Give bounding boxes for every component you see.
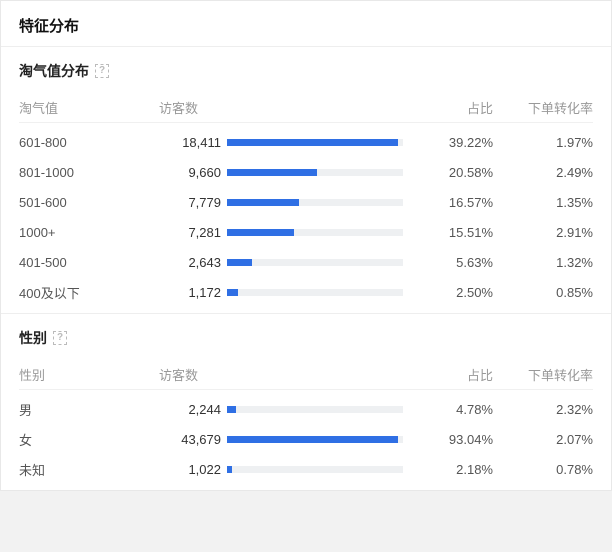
bar-fill	[227, 199, 299, 206]
bar-fill	[227, 466, 232, 473]
row-visitors: 1,172	[159, 285, 227, 300]
bar-track	[227, 289, 403, 296]
row-bar	[227, 229, 403, 236]
table-header: 淘气值访客数 占比下单转化率	[19, 93, 593, 123]
row-ratio: 39.22%	[403, 135, 493, 150]
row-ratio: 4.78%	[403, 402, 493, 417]
row-ratio: 15.51%	[403, 225, 493, 240]
row-conversion: 2.32%	[493, 402, 593, 417]
row-ratio: 5.63%	[403, 255, 493, 270]
row-bar	[227, 169, 403, 176]
bar-track	[227, 406, 403, 413]
row-bar	[227, 436, 403, 443]
row-label: 未知	[19, 460, 159, 479]
section-title-text: 淘气值分布	[19, 61, 89, 81]
table-row: 1000+7,281 15.51%2.91%	[19, 217, 593, 247]
row-bar	[227, 139, 403, 146]
row-visitors: 18,411	[159, 135, 227, 150]
section: 性别?性别访客数占比下单转化率男2,2444.78%2.32%女43,67993…	[1, 313, 611, 490]
bar-track	[227, 436, 403, 443]
row-ratio: 2.50%	[403, 285, 493, 300]
row-label: 501-600	[19, 195, 159, 210]
table-row: 401-5002,643 5.63%1.32%	[19, 247, 593, 277]
row-ratio: 20.58%	[403, 165, 493, 180]
row-visitors: 1,022	[159, 462, 227, 477]
col-header-ratio: 占比	[403, 365, 493, 384]
row-visitors: 2,643	[159, 255, 227, 270]
row-visitors: 7,779	[159, 195, 227, 210]
table-row: 501-6007,779 16.57%1.35%	[19, 187, 593, 217]
table-row: 400及以下1,172 2.50%0.85%	[19, 277, 593, 307]
feature-distribution-panel: 特征分布 淘气值分布?淘气值访客数占比下单转化率601-80018,41139.…	[0, 0, 612, 491]
table-row: 801-10009,660 20.58%2.49%	[19, 157, 593, 187]
row-conversion: 0.85%	[493, 285, 593, 300]
bar-track	[227, 229, 403, 236]
col-header-label: 性别	[19, 365, 159, 384]
table-row: 601-80018,411 39.22%1.97%	[19, 127, 593, 157]
col-header-visitors: 访客数	[159, 365, 227, 384]
row-label: 401-500	[19, 255, 159, 270]
col-header-conversion: 下单转化率	[493, 365, 593, 384]
col-header-label: 淘气值	[19, 98, 159, 117]
row-conversion: 2.07%	[493, 432, 593, 447]
row-bar	[227, 199, 403, 206]
bar-fill	[227, 169, 317, 176]
bar-track	[227, 199, 403, 206]
bar-track	[227, 139, 403, 146]
row-label: 400及以下	[19, 283, 159, 302]
table-header: 性别访客数 占比下单转化率	[19, 360, 593, 390]
bar-track	[227, 466, 403, 473]
col-header-visitors: 访客数	[159, 98, 227, 117]
row-conversion: 1.97%	[493, 135, 593, 150]
table-row: 男2,244 4.78%2.32%	[19, 394, 593, 424]
bar-fill	[227, 259, 252, 266]
table-row: 女43,679 93.04%2.07%	[19, 424, 593, 454]
bar-fill	[227, 139, 398, 146]
section-title: 淘气值分布?	[19, 61, 593, 81]
row-label: 男	[19, 400, 159, 419]
page-title: 特征分布	[1, 1, 611, 46]
bar-track	[227, 259, 403, 266]
section-title-text: 性别	[19, 328, 47, 348]
bar-fill	[227, 289, 238, 296]
row-conversion: 2.91%	[493, 225, 593, 240]
bar-fill	[227, 406, 236, 413]
row-label: 女	[19, 430, 159, 449]
row-visitors: 7,281	[159, 225, 227, 240]
row-bar	[227, 289, 403, 296]
row-visitors: 2,244	[159, 402, 227, 417]
col-header-conversion: 下单转化率	[493, 98, 593, 117]
help-icon[interactable]: ?	[53, 331, 67, 345]
bar-track	[227, 169, 403, 176]
row-conversion: 1.32%	[493, 255, 593, 270]
row-label: 601-800	[19, 135, 159, 150]
help-icon[interactable]: ?	[95, 64, 109, 78]
row-conversion: 2.49%	[493, 165, 593, 180]
bar-fill	[227, 229, 294, 236]
row-visitors: 9,660	[159, 165, 227, 180]
section: 淘气值分布?淘气值访客数占比下单转化率601-80018,41139.22%1.…	[1, 46, 611, 313]
row-bar	[227, 466, 403, 473]
row-label: 801-1000	[19, 165, 159, 180]
row-conversion: 1.35%	[493, 195, 593, 210]
row-label: 1000+	[19, 225, 159, 240]
row-visitors: 43,679	[159, 432, 227, 447]
section-title: 性别?	[19, 328, 593, 348]
row-ratio: 93.04%	[403, 432, 493, 447]
row-ratio: 16.57%	[403, 195, 493, 210]
col-header-ratio: 占比	[403, 98, 493, 117]
row-bar	[227, 406, 403, 413]
row-conversion: 0.78%	[493, 462, 593, 477]
bar-fill	[227, 436, 398, 443]
row-bar	[227, 259, 403, 266]
table-row: 未知1,022 2.18%0.78%	[19, 454, 593, 484]
row-ratio: 2.18%	[403, 462, 493, 477]
